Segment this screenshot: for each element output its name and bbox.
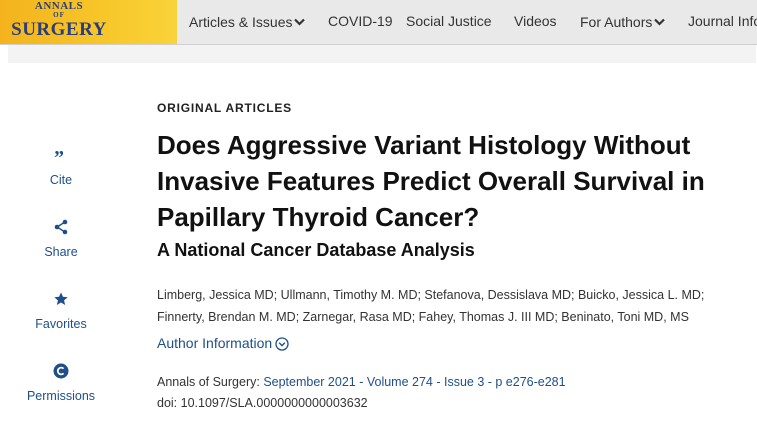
copyright-icon [20,363,102,381]
nav-label: COVID-19 [328,13,393,29]
nav-articles-issues[interactable]: Articles & Issues [189,13,306,30]
secondary-bar [8,45,756,63]
citation-line: Annals of Surgery: September 2021 - Volu… [157,375,566,389]
nav-label: Articles & Issues [189,14,293,30]
nav-label: Videos [514,13,557,29]
article-category: ORIGINAL ARTICLES [157,101,292,115]
nav-label: Social Justice [406,13,492,29]
logo-line-1: ANNALS [34,0,84,12]
author-information-label: Author Information [157,335,273,351]
permissions-label: Permissions [26,389,96,403]
share-button[interactable]: Share [20,219,102,261]
top-navigation-bar: ANNALS OF SURGERY Articles & Issues COVI… [0,0,757,45]
nav-videos[interactable]: Videos [514,13,557,29]
journal-logo[interactable]: ANNALS OF SURGERY [0,0,177,44]
author-information-toggle[interactable]: Author Information [157,335,289,351]
chevron-down-circle-icon [275,337,289,351]
article-title: Does Aggressive Variant Histology Withou… [157,130,705,232]
cite-label: Cite [49,173,73,187]
main-nav: Articles & Issues COVID-19 Social Justic… [177,0,757,44]
chevron-down-icon [294,13,306,29]
chevron-down-icon [654,13,666,29]
svg-text:”: ” [54,147,64,165]
issue-link[interactable]: September 2021 - Volume 274 - Issue 3 - … [263,375,566,389]
star-icon [20,291,102,309]
permissions-button[interactable]: Permissions [20,363,102,405]
nav-label: For Authors [580,14,653,30]
nav-label: Journal Info [688,13,757,29]
share-icon [20,219,102,237]
share-label: Share [44,245,78,259]
logo-line-3: SURGERY [11,19,107,40]
cite-button[interactable]: ” Cite [20,147,102,189]
quote-icon: ” [20,147,102,169]
nav-journal-info[interactable]: Journal Info [688,13,757,29]
favorites-label: Favorites [35,317,87,331]
nav-for-authors[interactable]: For Authors [580,13,666,30]
nav-social-justice[interactable]: Social Justice [406,13,492,29]
logo-line-2: OF [53,11,65,19]
author-list: Limberg, Jessica MD; Ullmann, Timothy M.… [157,288,705,324]
favorites-button[interactable]: Favorites [20,291,102,333]
journal-name: Annals of Surgery: [157,375,264,389]
nav-covid-19[interactable]: COVID-19 [328,13,393,29]
article-subtitle: A National Cancer Database Analysis [157,240,475,260]
doi-text: doi: 10.1097/SLA.0000000000003632 [157,396,368,410]
